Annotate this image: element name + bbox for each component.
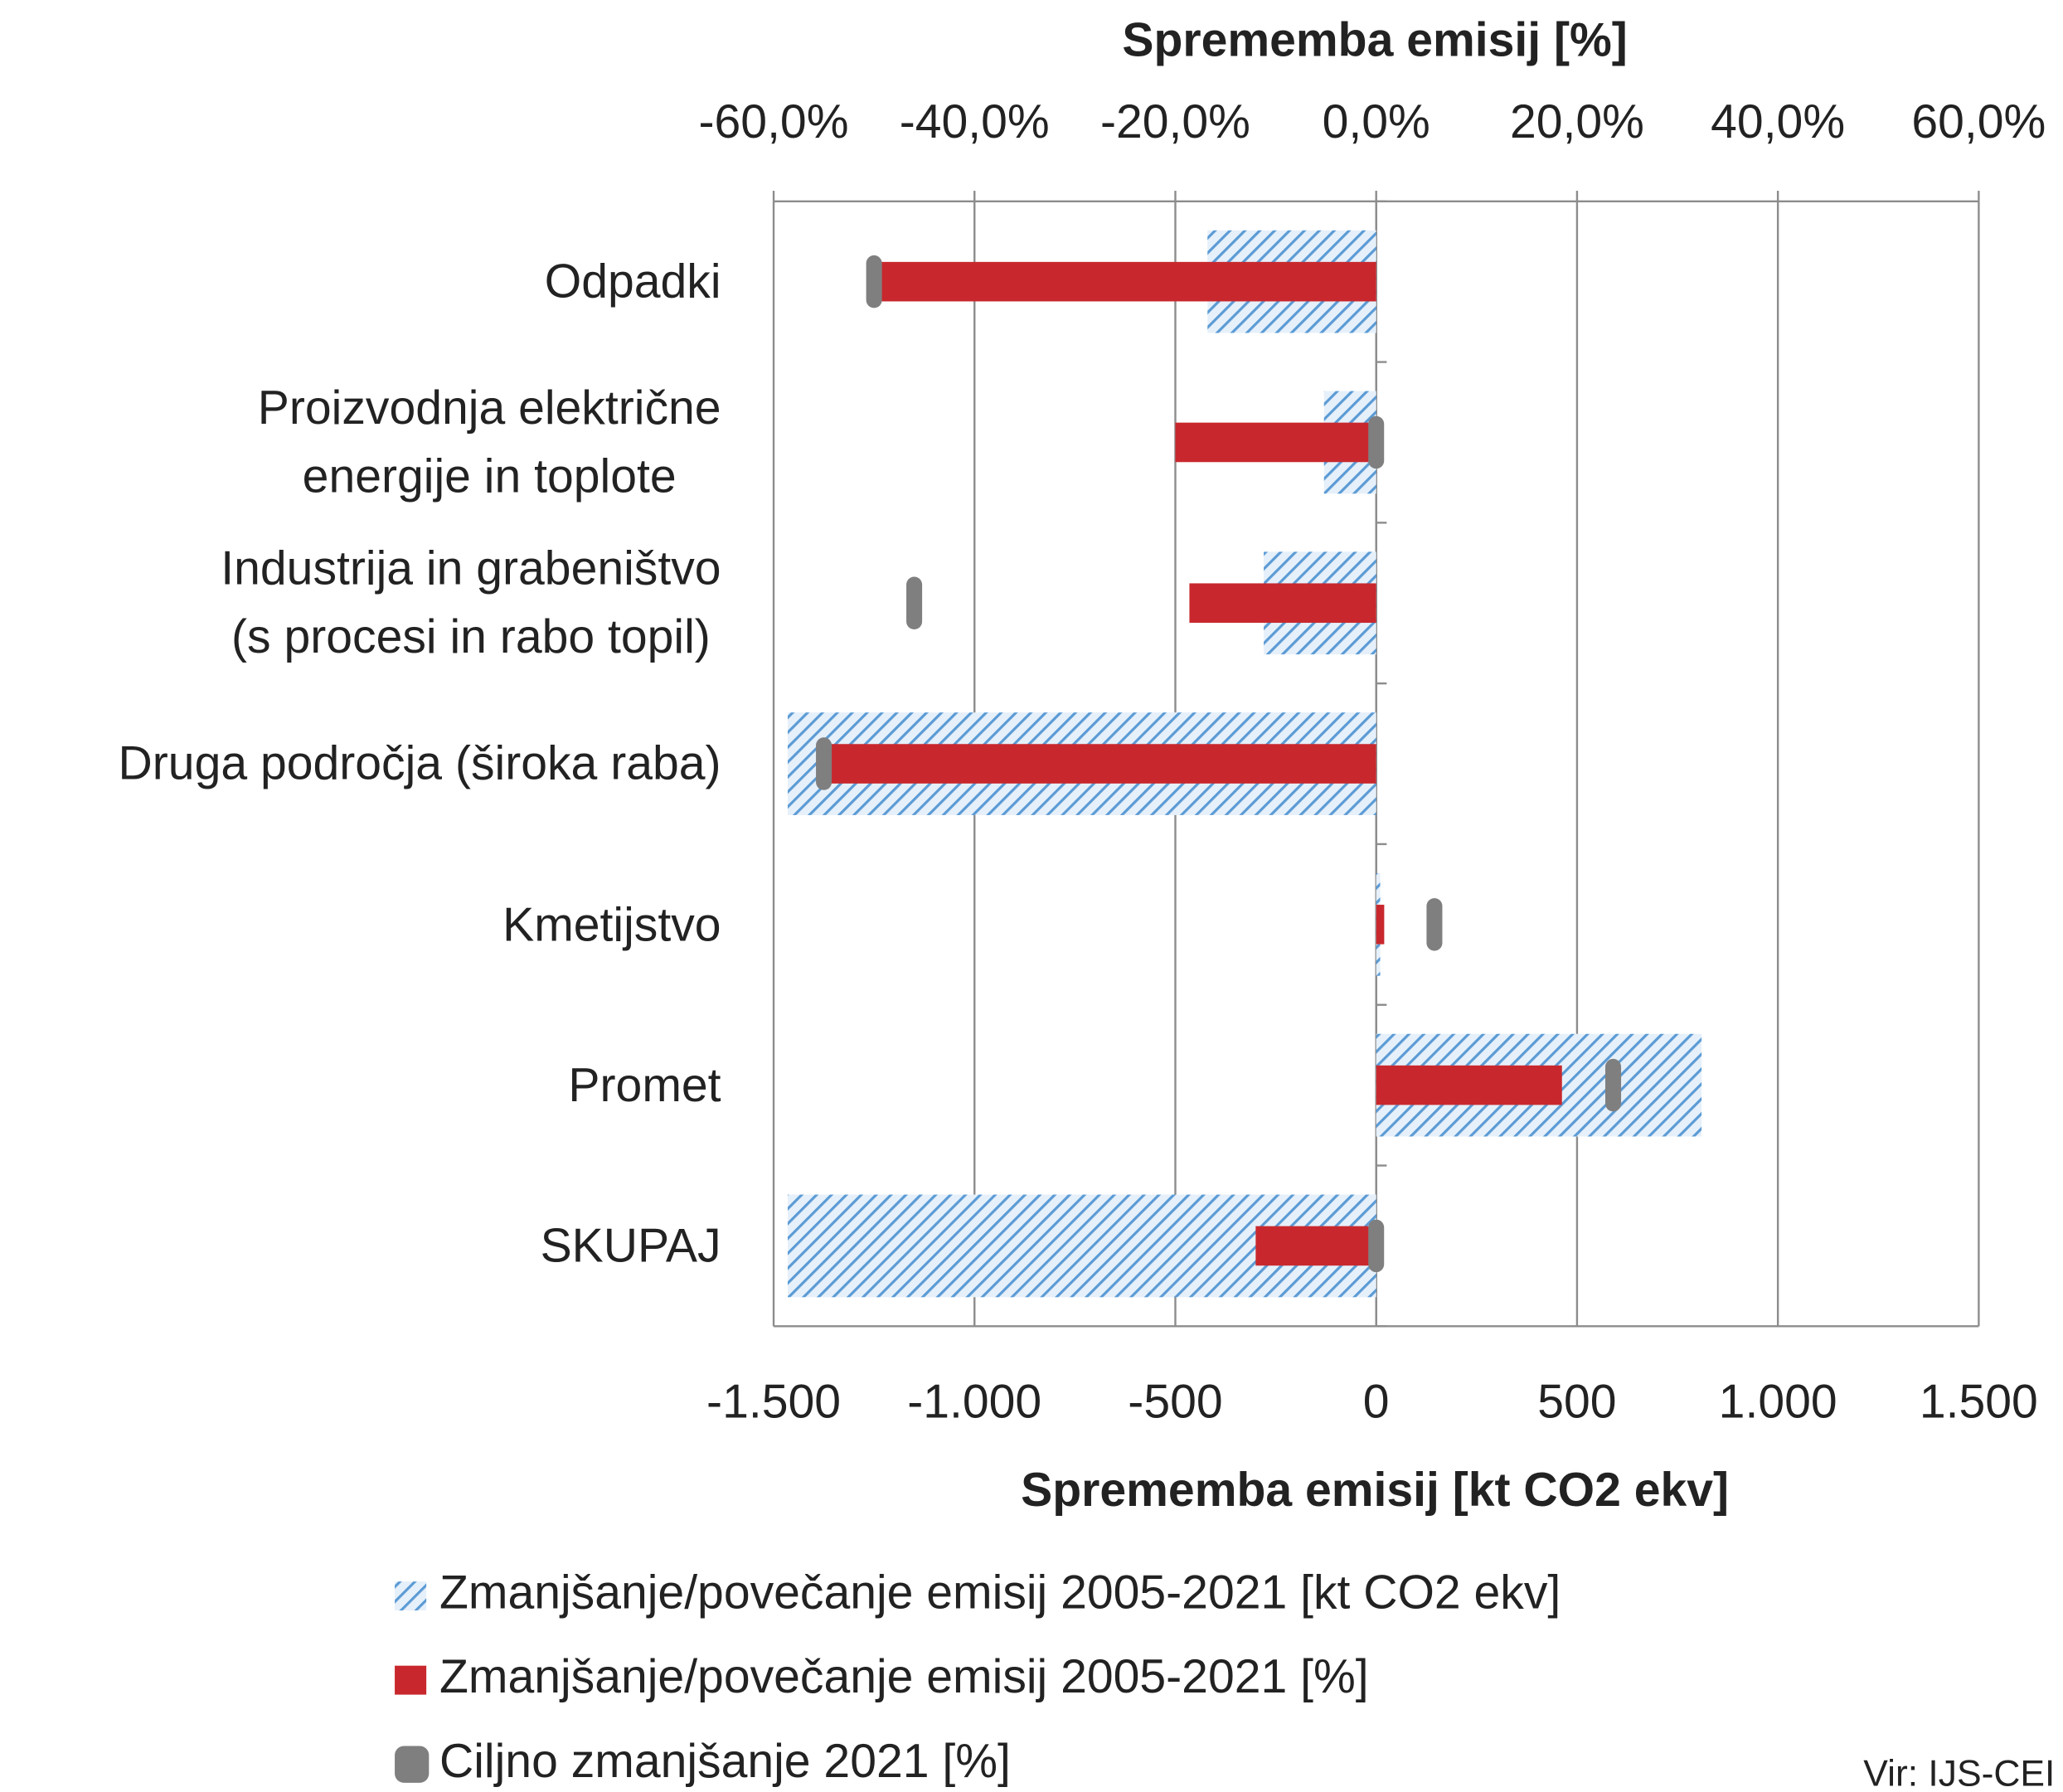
target-marker [1368, 1219, 1385, 1273]
target-marker [906, 576, 923, 629]
target-marker [1426, 898, 1443, 951]
x2-axis-title: Sprememba emisij [%] [1122, 13, 1627, 66]
y-tick-label: Industrija in grabeništvo (s procesi in … [221, 541, 721, 664]
legend-swatch [395, 1581, 427, 1611]
legend-label: Zmanjšanje/povečanje emisij 2005-2021 [k… [439, 1566, 1561, 1620]
x-tick-label: -1.500 [706, 1376, 841, 1429]
x2-tick-label: -20,0% [1100, 95, 1250, 148]
category-label-box: SKUPAJ [540, 1217, 721, 1273]
y-tick-label: Proizvodnja električne energije in toplo… [257, 380, 721, 503]
x-tick-label: 0 [1363, 1376, 1390, 1429]
legend-label: Ciljno zmanjšanje 2021 [%] [439, 1735, 1011, 1788]
x-tick-label: -1.000 [907, 1376, 1041, 1429]
y-tick-label: Promet [568, 1057, 721, 1112]
category-label-box: Kmetijstvo [502, 896, 721, 951]
source: Vir: IJS-CEI [1863, 1754, 2055, 1792]
x2-tick-label: 40,0% [1711, 95, 1845, 148]
target-marker [816, 737, 832, 790]
y-tick-label: SKUPAJ [540, 1217, 721, 1273]
category-label-box: Odpadki [544, 254, 721, 308]
x2-tick-label: -40,0% [900, 95, 1050, 148]
legend-swatch [395, 1746, 430, 1783]
x2-tick-label: 60,0% [1911, 95, 2046, 148]
x-tick-label: -500 [1128, 1376, 1222, 1429]
x2-tick-label: 20,0% [1510, 95, 1644, 148]
category-label-box: Industrija in grabeništvo (s procesi in … [221, 541, 721, 664]
category-label-box: Promet [568, 1057, 721, 1112]
y-tick-label: Odpadki [544, 254, 721, 308]
x2-tick-label: -60,0% [699, 95, 849, 148]
x-tick-label: 500 [1537, 1376, 1616, 1429]
bar [1189, 583, 1376, 624]
legend-swatch [395, 1665, 427, 1695]
category-label-box: Druga področja (široka raba) [118, 736, 721, 790]
y-tick-label: Druga področja (široka raba) [118, 736, 721, 790]
bar [1255, 1226, 1376, 1266]
category-label-box: Proizvodnja električne energije in toplo… [257, 380, 721, 503]
legend-label: Zmanjšanje/povečanje emisij 2005-2021 [%… [439, 1650, 1369, 1703]
target-marker [1368, 415, 1385, 469]
bar [1175, 422, 1376, 463]
x-tick-label: 1.000 [1719, 1376, 1837, 1429]
bar [874, 261, 1376, 302]
y-tick-label: Kmetijstvo [502, 896, 721, 951]
target-marker [1605, 1058, 1622, 1112]
target-marker [866, 255, 882, 308]
bar [1376, 1065, 1562, 1105]
bar [1376, 905, 1385, 945]
x-axis-title: Sprememba emisij [kt CO2 ekv] [1021, 1464, 1729, 1517]
x2-tick-label: 0,0% [1323, 95, 1430, 148]
bar [828, 744, 1376, 784]
x-tick-label: 1.500 [1920, 1376, 2038, 1429]
